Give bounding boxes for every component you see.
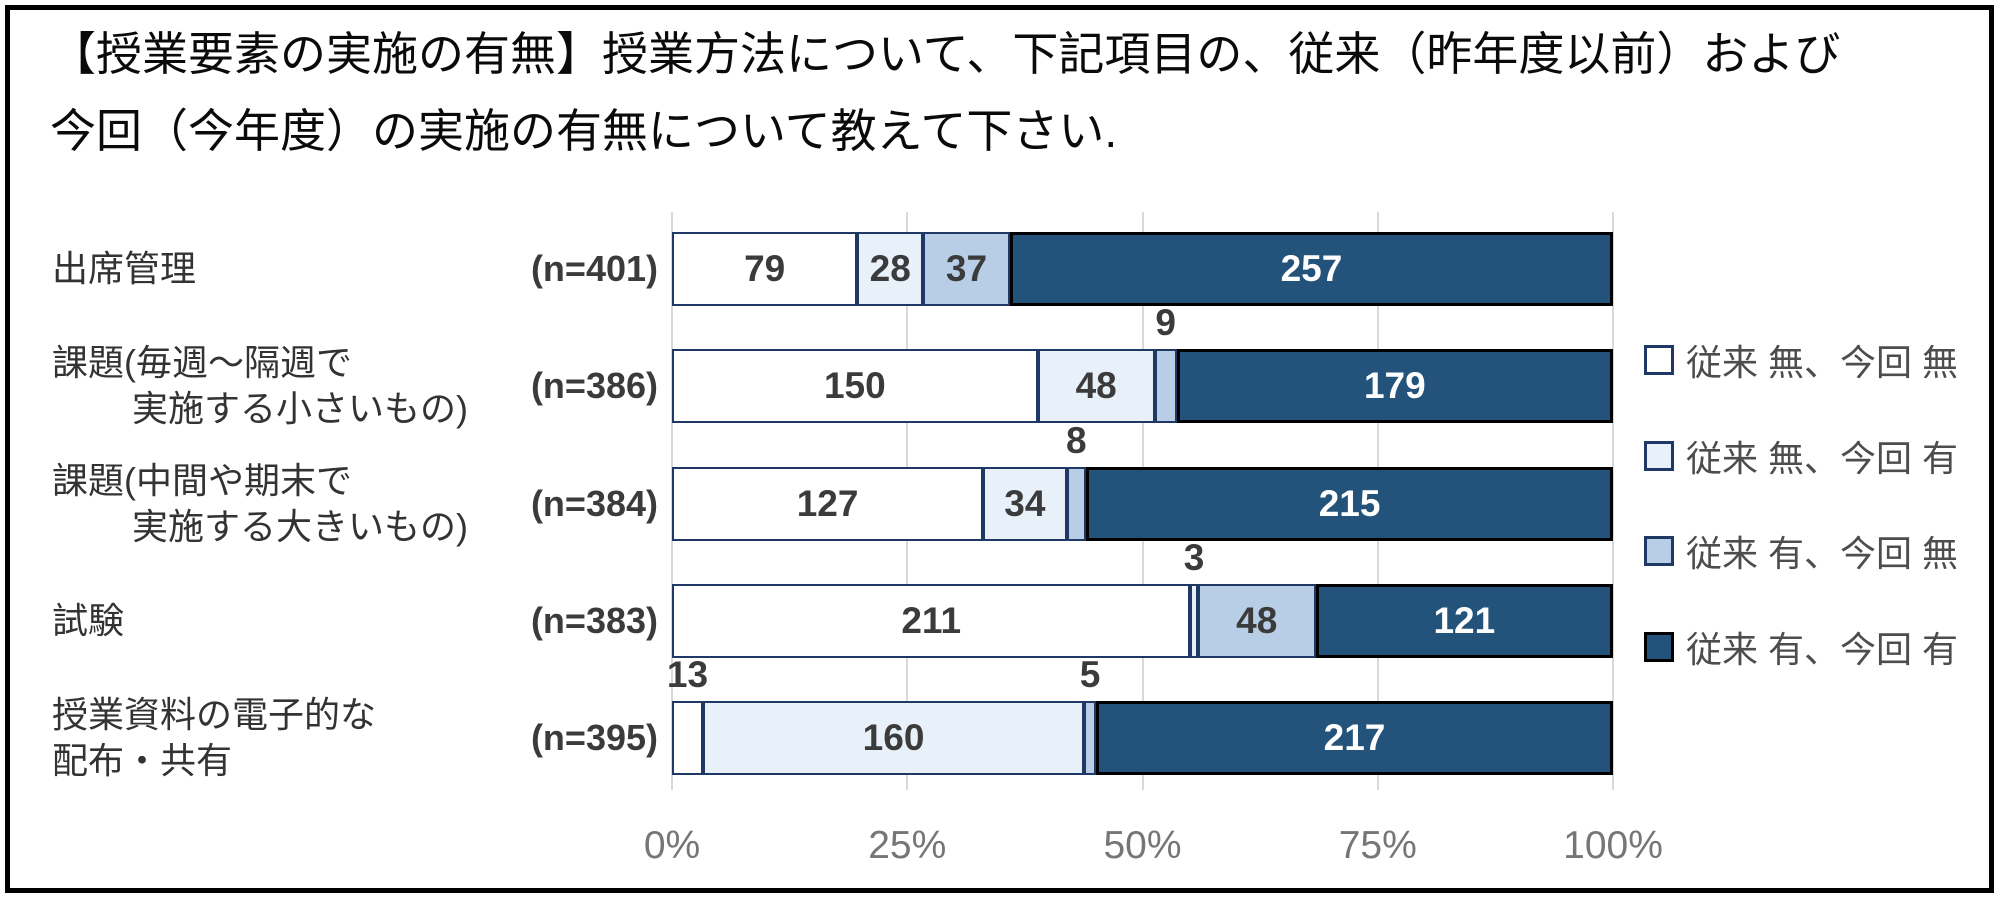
x-axis-tick-label: 0% xyxy=(643,824,701,867)
bar-segment-with-label: 121 xyxy=(1315,583,1613,658)
n-count-label: (n=386) xyxy=(530,365,658,407)
category-label: 試験 xyxy=(52,598,124,644)
chart-title-line1: 【授業要素の実施の有無】授業方法について、下記項目の、従来（昨年度以前）および xyxy=(50,28,1841,80)
gridline xyxy=(1612,212,1614,790)
legend-swatch xyxy=(1644,536,1674,566)
plot-area: 79 28 37 257 150 48 9 179 127 34 8 215 211 3 48 121 13 16… xyxy=(667,212,1614,790)
bar-segment-with-label: 37 xyxy=(923,232,1010,306)
bar-segment-with-label: 28 xyxy=(857,232,924,306)
bar-row: 127 34 8 215 xyxy=(672,420,1613,541)
category-label-line: 試験 xyxy=(52,599,125,641)
category-label-line: 出席管理 xyxy=(52,248,197,289)
bar-segment-with-label: 160 xyxy=(702,701,1085,775)
bar-segment-with-label: 257 xyxy=(1009,232,1613,306)
legend-item: 従来 無、今回 有 xyxy=(1644,434,1958,479)
category-label: 課題(毎週〜隔週で 実施する小さいもの) xyxy=(52,340,468,432)
bar-segment-outside-label: 3 xyxy=(1183,536,1205,578)
x-axis-tick-label: 100% xyxy=(1563,824,1663,867)
category-label: 授業資料の電子的な 配布・共有 xyxy=(52,692,376,784)
bar-segment xyxy=(1154,349,1177,424)
legend-swatch xyxy=(1644,345,1674,375)
chart-title-line2: 今回（今年度）の実施の有無について教えて下さい. xyxy=(50,105,1118,157)
legend-item: 従来 有、今回 有 xyxy=(1644,625,1958,670)
bar-segment-with-label: 211 xyxy=(672,583,1191,658)
bar-row: 150 48 9 179 xyxy=(672,302,1613,424)
bar-row: 13 160 5 217 xyxy=(667,654,1613,775)
bar-segment-with-label: 34 xyxy=(983,466,1067,541)
bar-segment-with-label: 215 xyxy=(1086,466,1613,541)
bar-segment xyxy=(1084,701,1097,775)
category-label-line: 実施する大きいもの) xyxy=(132,505,468,547)
category-label-line: 配布・共有 xyxy=(52,740,233,781)
x-axis-tick-label: 25% xyxy=(868,824,947,867)
bar-segment-with-label: 48 xyxy=(1197,583,1316,658)
figure-frame xyxy=(5,5,1994,893)
legend-label: 従来 無、今回 有 xyxy=(1686,437,1959,479)
legend-label: 従来 有、今回 有 xyxy=(1686,628,1959,670)
legend-swatch xyxy=(1644,631,1674,662)
bar-segment-with-label: 79 xyxy=(672,232,858,306)
bar-segment-with-label: 217 xyxy=(1096,701,1613,775)
category-label: 課題(中間や期末で 実施する大きいもの) xyxy=(52,458,468,550)
n-count-label: (n=395) xyxy=(530,717,658,758)
x-axis-tick-label: 75% xyxy=(1338,824,1417,867)
category-label-line: 実施する小さいもの) xyxy=(132,388,468,430)
bar-row: 211 3 48 121 xyxy=(672,537,1613,658)
bar-segment xyxy=(672,701,703,775)
bar-segment-with-label: 48 xyxy=(1037,349,1155,424)
bar-segment xyxy=(1190,583,1198,658)
legend-item: 従来 有、今回 無 xyxy=(1644,529,1958,574)
legend-swatch xyxy=(1644,440,1674,471)
category-label-line: 課題(中間や期末で xyxy=(52,459,352,501)
legend-label: 従来 有、今回 無 xyxy=(1686,533,1959,574)
n-count-label: (n=384) xyxy=(530,482,658,524)
bar-segment-with-label: 179 xyxy=(1176,349,1613,424)
category-label-line: 授業資料の電子的な xyxy=(52,694,377,735)
legend-label: 従来 無、今回 無 xyxy=(1686,342,1959,383)
bar-row: 79 28 37 257 xyxy=(672,232,1613,306)
bar-segment-outside-label: 5 xyxy=(1079,654,1101,695)
category-label: 出席管理 xyxy=(52,246,196,292)
n-count-label: (n=401) xyxy=(530,248,658,289)
x-axis-tick-label: 50% xyxy=(1103,824,1182,867)
bar-segment-with-label: 127 xyxy=(672,466,984,541)
category-label-line: 課題(毎週〜隔週で xyxy=(52,342,352,384)
bar-segment-with-label: 150 xyxy=(672,349,1038,424)
bar-segment xyxy=(1066,466,1087,541)
bar-segment-outside-label: 8 xyxy=(1066,419,1087,461)
chart-title: 【授業要素の実施の有無】授業方法について、下記項目の、従来（昨年度以前）および … xyxy=(50,16,1840,170)
bar-segment-outside-label: 9 xyxy=(1155,302,1176,344)
legend-item: 従来 無、今回 無 xyxy=(1644,338,1958,383)
bar-segment-outside-label: 13 xyxy=(666,654,709,695)
n-count-label: (n=383) xyxy=(530,599,658,641)
